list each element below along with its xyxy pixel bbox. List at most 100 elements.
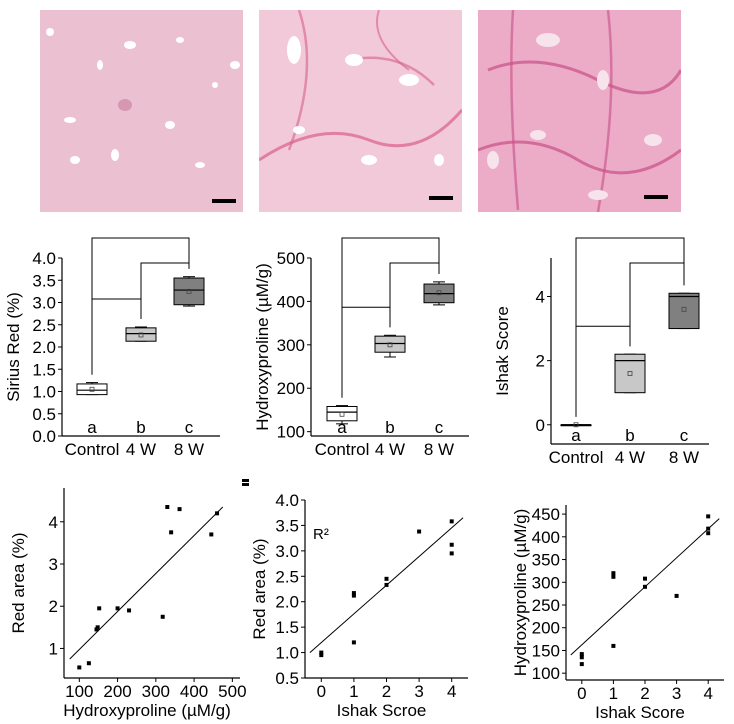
- y-tick-label: 100: [277, 423, 305, 442]
- x-tick-label: 2: [382, 682, 391, 701]
- box: [326, 405, 358, 422]
- histology-image-control: [40, 10, 243, 212]
- data-point: [177, 507, 182, 512]
- x-axis-label: Ishak Scroe: [337, 701, 427, 720]
- y-tick-label: 400: [277, 292, 305, 311]
- y-axis-label: Red area (%): [250, 538, 269, 639]
- box-mean-marker: [138, 332, 144, 338]
- data-point: [449, 542, 454, 547]
- category-label: 8 W: [669, 448, 699, 467]
- data-point: [449, 551, 454, 556]
- x-tick-label: 500: [218, 682, 246, 701]
- y-tick-label: 150: [532, 641, 560, 660]
- data-point: [86, 661, 91, 666]
- data-point: [579, 655, 584, 660]
- x-tick-label: 1: [609, 684, 618, 703]
- r-squared-annotation: R²: [313, 526, 329, 543]
- group-letter: b: [625, 426, 634, 445]
- box: [374, 335, 406, 353]
- x-tick-label: 3: [414, 682, 423, 701]
- y-tick-label: 3.5: [275, 516, 299, 535]
- group-letter: a: [337, 418, 347, 437]
- data-point: [115, 606, 120, 611]
- box: [125, 327, 157, 342]
- box-mean-marker: [339, 411, 345, 417]
- x-tick-label: 3: [672, 684, 681, 703]
- x-tick-label: 200: [103, 682, 131, 701]
- data-point: [127, 608, 132, 613]
- y-axis-label: Ishak Score: [493, 306, 512, 396]
- category-label: Control: [549, 448, 604, 467]
- group-letter: b: [136, 418, 145, 437]
- y-tick-label: 200: [532, 619, 560, 638]
- data-point: [95, 625, 100, 630]
- data-point: [97, 606, 102, 611]
- x-tick-label: 1: [349, 682, 358, 701]
- category-label: Control: [65, 440, 120, 459]
- y-tick-label: 300: [277, 336, 305, 355]
- y-tick-label: 2: [49, 597, 58, 616]
- group-letter: a: [571, 426, 581, 445]
- data-point: [706, 514, 711, 519]
- data-point: [209, 532, 214, 537]
- y-tick-label: 1: [49, 639, 58, 658]
- data-point: [319, 650, 324, 655]
- x-tick-label: 4: [447, 682, 456, 701]
- data-point: [417, 529, 422, 534]
- category-label: Control: [315, 440, 370, 459]
- box-mean-marker: [573, 422, 579, 428]
- y-tick-label: 400: [532, 528, 560, 547]
- box: [76, 383, 108, 396]
- group-letter: b: [385, 418, 394, 437]
- x-tick-label: 0: [317, 682, 326, 701]
- box: [173, 277, 205, 306]
- y-tick-label: 1.0: [275, 644, 299, 663]
- category-label: 4 W: [615, 448, 645, 467]
- category-label: 8 W: [174, 440, 204, 459]
- y-tick-label: 4: [536, 287, 545, 306]
- y-tick-label: 0.5: [275, 669, 299, 688]
- y-axis-label: Hydroxyproline (µM/g): [511, 509, 530, 677]
- y-tick-label: 300: [532, 573, 560, 592]
- data-point: [215, 511, 220, 516]
- significance-bracket: [341, 237, 440, 398]
- y-tick-label: 1.0: [32, 383, 56, 402]
- y-tick-label: 3: [49, 555, 58, 574]
- y-tick-label: 2.0: [275, 593, 299, 612]
- y-axis-label: Red area (%): [9, 532, 28, 633]
- box-mean-marker: [89, 386, 95, 392]
- x-axis-label: Hydroxyproline (µM/g): [63, 701, 231, 720]
- y-tick-label: 0.0: [32, 427, 56, 446]
- data-point: [351, 591, 356, 596]
- histology-image-4w: [259, 10, 462, 212]
- data-point: [160, 614, 165, 619]
- y-tick-label: 4.0: [275, 491, 299, 510]
- data-point: [94, 627, 99, 632]
- y-tick-label: 2.0: [32, 338, 56, 357]
- data-point: [579, 662, 584, 667]
- y-tick-label: 1.5: [32, 360, 56, 379]
- x-tick-label: 2: [640, 684, 649, 703]
- histology-image-8w: [478, 10, 681, 212]
- group-letter: c: [680, 426, 689, 445]
- category-label: 4 W: [126, 440, 156, 459]
- box-mean-marker: [387, 342, 393, 348]
- box-mean-marker: [681, 306, 687, 312]
- data-point: [351, 640, 356, 645]
- y-tick-label: 500: [277, 249, 305, 268]
- y-tick-label: 3.5: [32, 271, 56, 290]
- x-tick-label: 4: [703, 684, 712, 703]
- data-point: [643, 576, 647, 581]
- box-mean-marker: [627, 371, 633, 376]
- y-tick-label: 450: [532, 505, 560, 524]
- data-point: [579, 652, 584, 657]
- x-tick-label: 300: [142, 682, 170, 701]
- y-axis-label: Sirius Red (%): [4, 292, 23, 402]
- group-letter: c: [185, 418, 194, 437]
- data-point: [169, 530, 174, 535]
